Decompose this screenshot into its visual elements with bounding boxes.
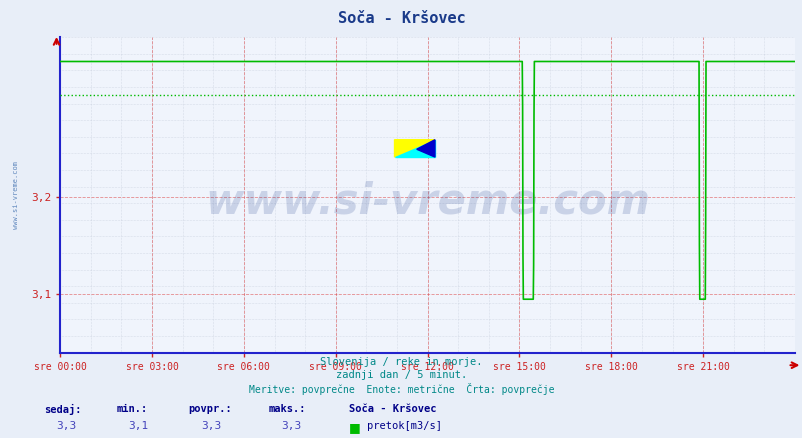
Polygon shape	[394, 140, 435, 157]
Text: Soča - Kršovec: Soča - Kršovec	[337, 11, 465, 26]
Text: ■: ■	[349, 421, 361, 434]
Text: maks.:: maks.:	[269, 404, 306, 414]
Text: povpr.:: povpr.:	[188, 404, 232, 414]
Text: www.si-vreme.com: www.si-vreme.com	[205, 180, 650, 222]
Text: Soča - Kršovec: Soča - Kršovec	[349, 404, 436, 414]
Text: Meritve: povprečne  Enote: metrične  Črta: povprečje: Meritve: povprečne Enote: metrične Črta:…	[249, 383, 553, 395]
Text: 3,3: 3,3	[281, 421, 301, 431]
Text: min.:: min.:	[116, 404, 148, 414]
Text: 3,1: 3,1	[128, 421, 148, 431]
Text: 3,3: 3,3	[200, 421, 221, 431]
Polygon shape	[416, 140, 435, 157]
Text: 3,3: 3,3	[56, 421, 76, 431]
Text: www.si-vreme.com: www.si-vreme.com	[13, 161, 19, 229]
Text: Slovenija / reke in morje.: Slovenija / reke in morje.	[320, 357, 482, 367]
Polygon shape	[394, 140, 435, 157]
Text: zadnji dan / 5 minut.: zadnji dan / 5 minut.	[335, 370, 467, 380]
Text: sedaj:: sedaj:	[44, 404, 82, 415]
Text: pretok[m3/s]: pretok[m3/s]	[367, 421, 441, 431]
